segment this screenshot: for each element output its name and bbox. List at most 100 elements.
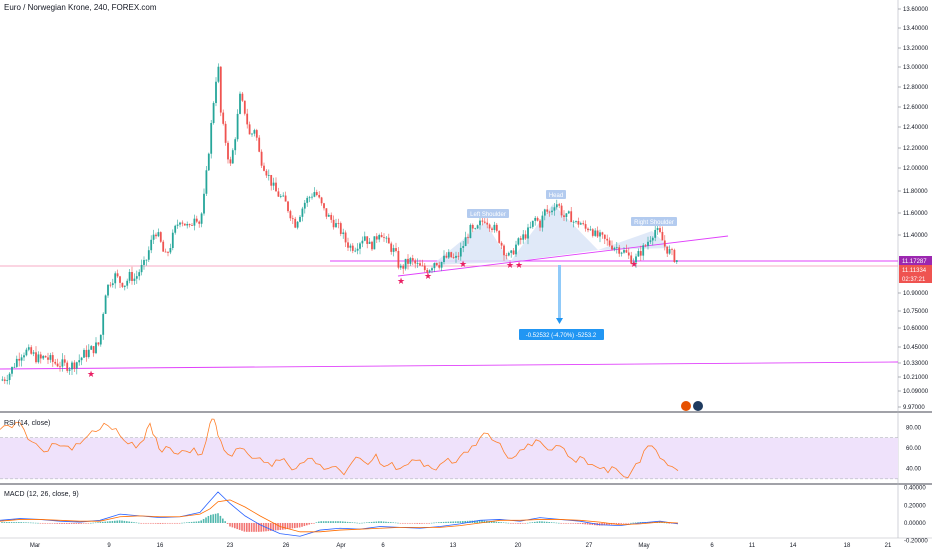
macd-histogram-bar xyxy=(327,521,330,523)
candle-body xyxy=(198,221,201,224)
price-tick-label: 10.33000 xyxy=(903,361,929,367)
macd-histogram-bar xyxy=(370,521,373,523)
candle-body xyxy=(75,362,78,369)
candle-body xyxy=(503,245,505,256)
price-tick-label: 12.80000 xyxy=(903,85,929,91)
candle-body xyxy=(47,357,49,360)
candle-body xyxy=(620,252,623,254)
candle-body xyxy=(51,355,54,362)
pattern-label-box xyxy=(631,217,677,226)
event-icon[interactable] xyxy=(681,401,691,411)
macd-histogram-bar xyxy=(603,522,606,526)
macd-histogram-bar xyxy=(541,521,543,523)
macd-histogram-bar xyxy=(586,522,589,525)
candle-body xyxy=(253,130,256,134)
macd-histogram-bar xyxy=(193,521,195,523)
macd-histogram-bar xyxy=(505,522,507,524)
macd-histogram-bar xyxy=(397,522,399,524)
macd-histogram-bar xyxy=(99,522,102,523)
macd-histogram-bar xyxy=(330,521,332,523)
macd-histogram-bar xyxy=(190,521,193,523)
macd-histogram-bar xyxy=(133,522,135,523)
macd-histogram-bar xyxy=(375,521,378,523)
candle-body xyxy=(661,231,664,241)
measure-label: -0.52532 (-4.70%) -5253.2 xyxy=(526,333,597,339)
macd-histogram-bar xyxy=(589,522,591,525)
candle-body xyxy=(644,245,647,247)
macd-histogram-bar xyxy=(447,521,450,523)
macd-histogram-bar xyxy=(106,521,109,523)
macd-histogram-bar xyxy=(274,522,277,531)
candle-body xyxy=(491,228,493,230)
candle-body xyxy=(635,256,637,263)
candle-body xyxy=(15,358,18,367)
macd-histogram-bar xyxy=(42,522,44,524)
candle-body xyxy=(68,369,71,371)
macd-histogram-bar xyxy=(37,522,39,524)
candle-body xyxy=(219,66,222,113)
macd-histogram-bar xyxy=(214,513,217,523)
macd-histogram-bar xyxy=(68,522,70,524)
long-support-line xyxy=(0,361,899,370)
macd-histogram-bar xyxy=(142,522,145,524)
rsi-tick-label: 40.00 xyxy=(906,467,922,473)
candle-body xyxy=(639,251,642,256)
candle-body xyxy=(97,342,100,345)
rsi-pane[interactable] xyxy=(0,418,898,480)
macd-histogram-bar xyxy=(543,521,546,523)
macd-histogram-bar xyxy=(238,522,241,530)
macd-histogram-bar xyxy=(498,521,500,523)
time-tick-label: 6 xyxy=(381,543,385,549)
pattern-label: Left Shoulder xyxy=(470,212,506,218)
event-icon[interactable] xyxy=(693,401,703,411)
candle-body xyxy=(344,232,347,243)
candle-body xyxy=(407,258,409,264)
macd-histogram-bar xyxy=(459,521,462,523)
macd-histogram-bar xyxy=(188,522,190,523)
macd-histogram-bar xyxy=(502,522,505,524)
candle-body xyxy=(71,362,73,370)
candle-body xyxy=(61,359,64,367)
candle-body xyxy=(599,232,601,237)
candle-body xyxy=(140,264,143,273)
macd-histogram-bar xyxy=(258,522,260,532)
macd-histogram-bar xyxy=(476,520,478,523)
macd-pane[interactable] xyxy=(0,491,679,537)
time-tick-label: 13 xyxy=(450,543,457,549)
neckline-trendline xyxy=(397,235,729,277)
candle-body xyxy=(651,237,654,241)
price-tick-label: 13.20000 xyxy=(903,46,929,52)
macd-histogram-bar xyxy=(1,522,3,523)
candle-body xyxy=(66,362,69,371)
candle-body xyxy=(176,224,179,226)
macd-histogram-bar xyxy=(356,522,358,524)
candle-body xyxy=(18,358,21,361)
candle-body xyxy=(83,349,85,358)
candle-body xyxy=(59,366,61,368)
pivot-star-marker: ★ xyxy=(459,260,467,270)
candle-body xyxy=(150,239,153,251)
candle-body xyxy=(361,240,364,244)
candle-body xyxy=(315,192,318,195)
candle-body xyxy=(527,227,529,239)
macd-histogram-bar xyxy=(519,522,522,524)
candle-body xyxy=(1,379,4,381)
candle-body xyxy=(416,263,419,264)
candle-body xyxy=(414,260,417,264)
macd-histogram-bar xyxy=(30,522,32,524)
candle-body xyxy=(102,313,105,335)
candle-body xyxy=(457,255,460,257)
macd-histogram-bar xyxy=(608,522,610,525)
candle-body xyxy=(186,224,189,226)
macd-histogram-bar xyxy=(567,522,570,524)
time-tick-label: 23 xyxy=(227,543,234,549)
macd-histogram-bar xyxy=(534,521,536,523)
candle-body xyxy=(632,262,635,264)
candle-body xyxy=(143,260,145,265)
macd-histogram-bar xyxy=(481,520,483,523)
candle-body xyxy=(546,209,549,212)
macd-histogram-bar xyxy=(668,522,670,524)
